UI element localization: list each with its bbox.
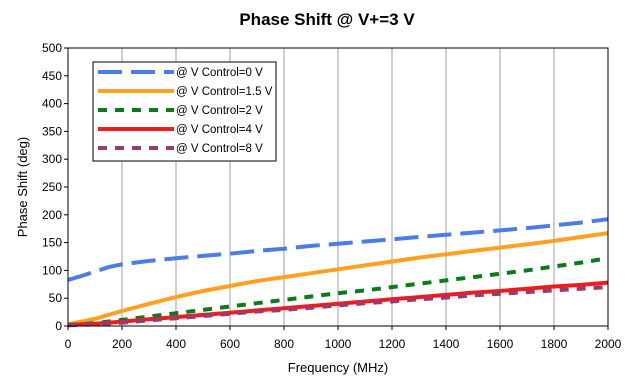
- x-tick-label: 200: [112, 337, 132, 351]
- y-axis-label: Phase Shift (deg): [15, 137, 30, 237]
- y-tick-label: 450: [42, 69, 62, 83]
- y-tick-label: 300: [42, 152, 62, 166]
- x-tick-label: 400: [166, 337, 186, 351]
- y-tick-label: 150: [42, 236, 62, 250]
- x-tick-label: 1800: [541, 337, 568, 351]
- x-tick-label: 600: [220, 337, 240, 351]
- legend-label-5: @ V Control=8 V: [176, 143, 263, 155]
- y-tick-label: 100: [42, 263, 62, 277]
- series-lines: [67, 217, 609, 328]
- chart-title: Phase Shift @ V+=3 V: [239, 10, 415, 29]
- x-axis-ticks: 0 200 400 600 800 1000 1200 1400 1600 1800 2000: [65, 326, 622, 351]
- series-line-1: [67, 217, 609, 282]
- legend-label-3: @ V Control=2 V: [176, 105, 263, 117]
- x-tick-label: 1000: [325, 337, 352, 351]
- x-tick-label: 0: [65, 337, 72, 351]
- x-tick-label: 2000: [595, 337, 622, 351]
- y-tick-label: 250: [42, 180, 62, 194]
- legend-label-4: @ V Control=4 V: [176, 124, 263, 136]
- series-line-5: [67, 285, 609, 328]
- x-tick-label: 800: [274, 337, 294, 351]
- y-tick-label: 200: [42, 208, 62, 222]
- y-tick-label: 400: [42, 97, 62, 111]
- series-line-2: [67, 231, 609, 327]
- x-tick-label: 1400: [433, 337, 460, 351]
- x-tick-label: 1200: [379, 337, 406, 351]
- legend-label-1: @ V Control=0 V: [176, 67, 263, 79]
- y-axis-ticks: 0 50 100 150 200 250 300 350 400 450 500: [42, 41, 68, 333]
- y-tick-label: 50: [49, 291, 63, 305]
- legend-label-2: @ V Control=1.5 V: [176, 86, 273, 98]
- y-tick-label: 350: [42, 124, 62, 138]
- series-line-3: [67, 256, 609, 327]
- x-axis-label: Frequency (MHz): [288, 360, 388, 375]
- legend: @ V Control=0 V @ V Control=1.5 V @ V Cont…: [92, 61, 277, 162]
- y-tick-label: 0: [55, 319, 62, 333]
- x-tick-label: 1600: [487, 337, 514, 351]
- y-tick-label: 500: [42, 41, 62, 55]
